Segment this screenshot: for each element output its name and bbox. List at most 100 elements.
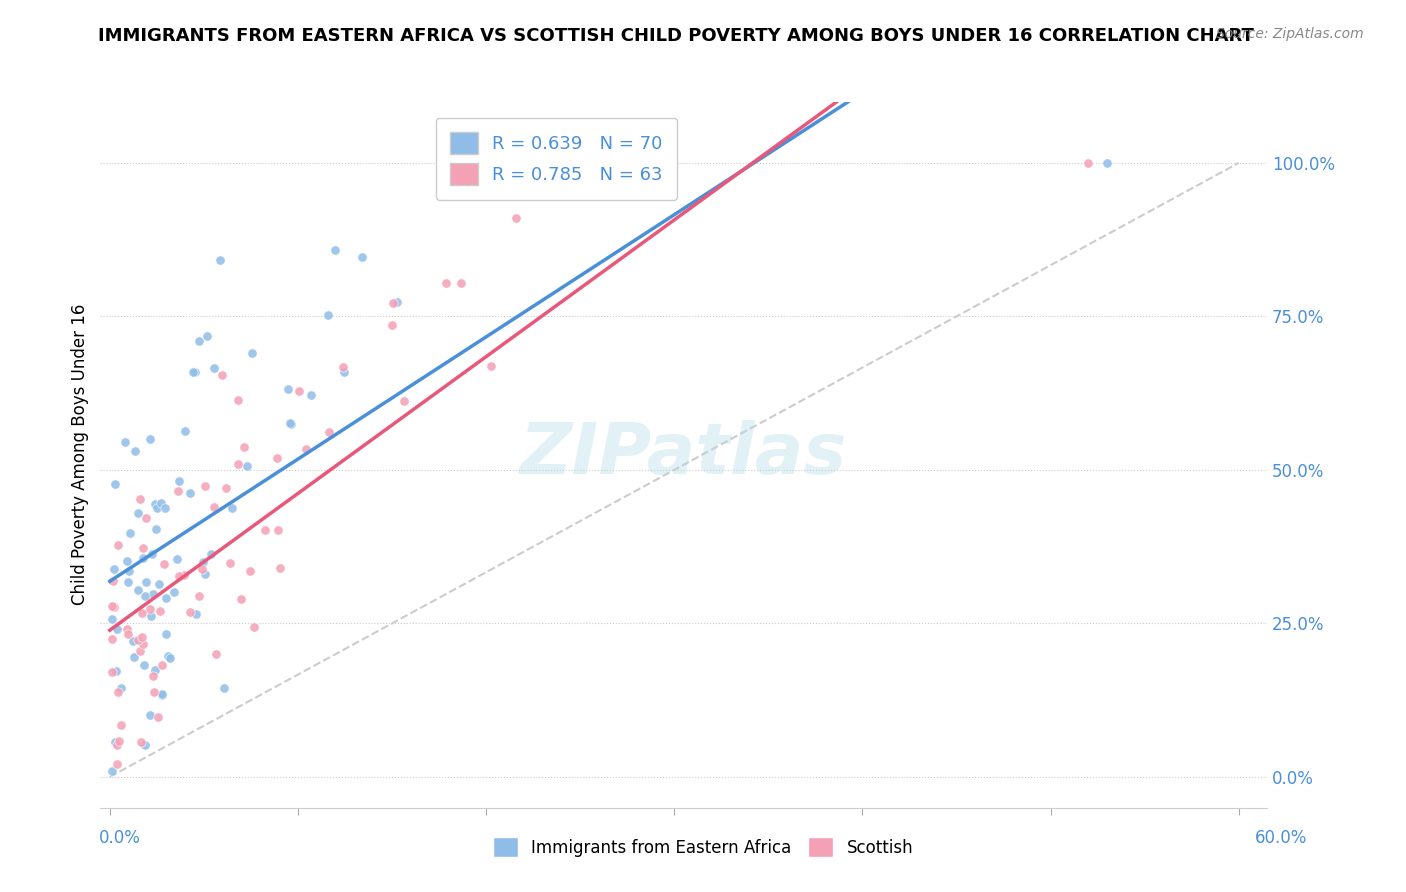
Point <box>195 329 218 343</box>
Point <box>179 486 201 500</box>
Point <box>155 501 177 516</box>
Point <box>385 294 408 309</box>
Point <box>332 359 354 374</box>
Point <box>194 479 217 493</box>
Point <box>392 393 415 408</box>
Point <box>204 500 226 515</box>
Point <box>115 554 138 568</box>
Point <box>240 346 263 360</box>
Point <box>117 575 139 590</box>
Point <box>173 568 195 582</box>
Text: ZIPatlas: ZIPatlas <box>520 420 848 489</box>
Point <box>167 475 190 489</box>
Point <box>100 764 122 778</box>
Point <box>139 433 162 447</box>
Point <box>127 583 149 598</box>
Point <box>139 609 162 624</box>
Point <box>174 424 197 438</box>
Point <box>200 547 222 561</box>
Point <box>295 442 318 457</box>
Point <box>1095 156 1118 170</box>
Point <box>150 689 173 703</box>
Point <box>188 334 211 348</box>
Point <box>104 735 127 749</box>
Point <box>381 318 404 332</box>
Point <box>228 393 250 408</box>
Point <box>115 622 138 636</box>
Point <box>132 658 155 673</box>
Point <box>114 435 136 450</box>
Point <box>149 604 172 618</box>
Point <box>235 458 257 473</box>
Point <box>450 276 472 290</box>
Point <box>190 562 212 576</box>
Point <box>167 483 190 498</box>
Point <box>188 590 211 604</box>
Point <box>129 491 152 506</box>
Point <box>129 644 152 658</box>
Point <box>127 506 149 520</box>
Text: 0.0%: 0.0% <box>98 829 141 847</box>
Point <box>239 564 262 578</box>
Point <box>381 296 404 310</box>
Point <box>155 627 177 641</box>
Legend: Immigrants from Eastern Africa, Scottish: Immigrants from Eastern Africa, Scottish <box>485 829 921 866</box>
Point <box>163 584 186 599</box>
Point <box>288 384 311 398</box>
Point <box>103 574 125 589</box>
Point <box>105 622 128 636</box>
Point <box>191 555 214 569</box>
Point <box>316 308 339 322</box>
Point <box>100 665 122 680</box>
Point <box>110 718 132 732</box>
Point <box>107 538 129 552</box>
Point <box>434 276 457 290</box>
Point <box>229 592 252 607</box>
Point <box>269 561 291 575</box>
Point <box>221 501 243 516</box>
Point <box>146 710 169 724</box>
Point <box>167 569 190 583</box>
Point <box>100 632 122 646</box>
Point <box>266 450 288 465</box>
Point <box>139 602 162 616</box>
Point <box>505 211 527 225</box>
Point <box>228 457 250 471</box>
Point <box>135 511 157 525</box>
Point <box>131 630 153 644</box>
Point <box>105 739 128 753</box>
Point <box>194 566 217 581</box>
Point <box>107 734 129 748</box>
Point <box>122 650 145 665</box>
Point <box>118 525 141 540</box>
Point <box>139 708 162 723</box>
Point <box>134 738 156 752</box>
Point <box>278 416 301 430</box>
Point <box>299 388 322 402</box>
Point <box>103 562 125 576</box>
Point <box>267 523 290 537</box>
Text: IMMIGRANTS FROM EASTERN AFRICA VS SCOTTISH CHILD POVERTY AMONG BOYS UNDER 16 COR: IMMIGRANTS FROM EASTERN AFRICA VS SCOTTI… <box>98 27 1254 45</box>
Legend: R = 0.639   N = 70, R = 0.785   N = 63: R = 0.639 N = 70, R = 0.785 N = 63 <box>436 118 676 200</box>
Point <box>156 649 179 664</box>
Point <box>100 599 122 613</box>
Point <box>122 633 145 648</box>
Point <box>127 633 149 648</box>
Point <box>146 501 169 516</box>
Point <box>143 497 166 511</box>
Point <box>208 253 231 268</box>
Point <box>325 243 347 257</box>
Point <box>124 443 146 458</box>
Point <box>350 250 373 264</box>
Point <box>103 599 125 614</box>
Point <box>132 637 155 651</box>
Point <box>212 681 235 696</box>
Point <box>1077 156 1099 170</box>
Point <box>211 368 233 383</box>
Point <box>104 664 127 678</box>
Point <box>104 477 127 491</box>
Point <box>107 685 129 699</box>
Point <box>202 361 225 376</box>
Point <box>219 556 242 570</box>
Point <box>166 552 188 566</box>
